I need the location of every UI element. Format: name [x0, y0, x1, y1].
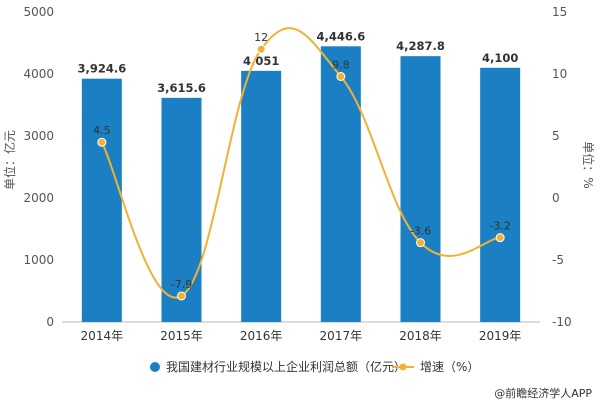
legend-line-label: 增速（%） — [420, 360, 479, 374]
growth-value-label: 9.8 — [332, 58, 350, 71]
growth-point — [177, 291, 186, 301]
right-axis-title: 单位：% — [581, 141, 596, 188]
bar-series — [81, 46, 521, 323]
bar — [400, 56, 441, 322]
watermark: @前瞻经济学人APP — [494, 386, 592, 400]
bar-value-label: 4,287.8 — [396, 39, 445, 53]
growth-point — [336, 71, 346, 81]
left-axis-ticks: 0 1000 2000 3000 4000 5000 — [23, 5, 54, 329]
left-tick-label: 2000 — [23, 191, 54, 205]
bar-value-label: 3,615.6 — [157, 81, 206, 95]
growth-value-label: -3.6 — [410, 225, 431, 238]
growth-data-labels: 4.5 -7.9 12 9.8 -3.6 -3.2 — [93, 31, 511, 291]
bar — [241, 70, 282, 322]
growth-value-label: 4.5 — [93, 124, 111, 137]
x-tick-label: 2019年 — [479, 329, 522, 343]
right-tick-label: 0 — [552, 191, 560, 205]
legend-bar-label: 我国建材行业规模以上企业利润总额（亿元） — [166, 359, 406, 374]
right-axis-ticks: -10 -5 0 5 10 15 — [552, 5, 572, 329]
bar — [81, 78, 122, 322]
growth-point — [97, 137, 107, 147]
x-tick-label: 2017年 — [320, 329, 363, 343]
bar-value-label: 4,446.6 — [316, 29, 365, 43]
bar-data-labels: 3,924.6 3,615.6 4,051 4,446.6 4,287.8 4,100 — [77, 29, 518, 95]
x-tick-label: 2016年 — [240, 329, 283, 343]
bar-value-label: 3,924.6 — [77, 62, 126, 76]
legend-bar-marker — [150, 362, 160, 372]
bar-value-label: 4,100 — [482, 51, 518, 65]
x-tick-label: 2014年 — [81, 329, 124, 343]
growth-value-label: 12 — [254, 31, 268, 44]
growth-value-label: -7.9 — [171, 278, 192, 291]
left-tick-label: 5000 — [23, 5, 54, 19]
right-tick-label: -10 — [552, 315, 572, 329]
bar — [320, 46, 361, 323]
growth-value-label: -3.2 — [489, 220, 510, 233]
right-tick-label: 10 — [552, 67, 567, 81]
bar-value-label: 4,051 — [243, 54, 279, 68]
right-tick-label: 15 — [552, 5, 567, 19]
left-tick-label: 4000 — [23, 67, 54, 81]
left-tick-label: 3000 — [23, 129, 54, 143]
growth-points — [97, 44, 505, 301]
bar — [161, 97, 202, 323]
left-axis-title: 单位：亿元 — [2, 130, 17, 190]
left-tick-label: 1000 — [23, 253, 54, 267]
growth-point — [495, 233, 505, 243]
right-tick-label: -5 — [552, 253, 564, 267]
legend-line-dot — [399, 363, 407, 371]
bar — [480, 67, 521, 322]
legend: 我国建材行业规模以上企业利润总额（亿元） 增速（%） — [150, 359, 479, 374]
x-tick-label: 2018年 — [399, 329, 442, 343]
x-axis-ticks: 2014年 2015年 2016年 2017年 2018年 2019年 — [81, 329, 522, 343]
x-tick-label: 2015年 — [160, 329, 203, 343]
growth-point — [256, 44, 266, 54]
left-tick-label: 0 — [46, 315, 54, 329]
right-tick-label: 5 — [552, 129, 560, 143]
growth-point — [416, 238, 425, 248]
